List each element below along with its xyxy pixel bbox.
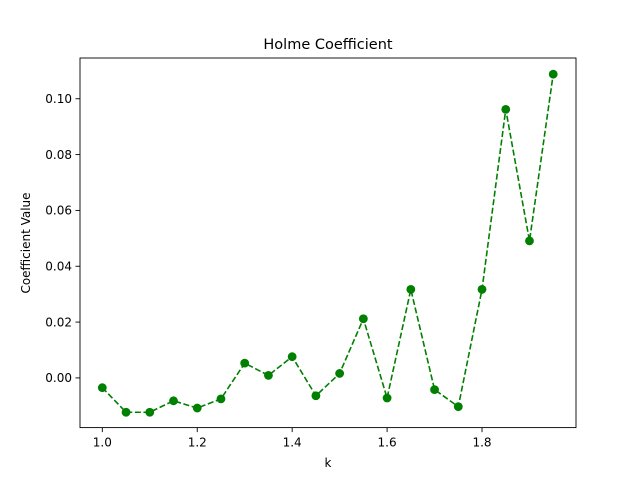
y-axis-title: Coefficient Value: [19, 192, 33, 293]
data-point: [287, 352, 297, 362]
data-point: [430, 385, 439, 395]
data-point: [264, 370, 273, 380]
plot-frame: [79, 57, 577, 429]
y-axis: 0.00 0.02 0.04 0.06 0.08 0.10: [45, 92, 80, 385]
data-point: [525, 236, 534, 246]
data-point: [335, 369, 345, 378]
x-axis-title: k: [325, 456, 332, 470]
data-point: [240, 358, 250, 368]
x-tick-label: 1.2: [188, 436, 207, 450]
data-point: [311, 391, 321, 401]
data-point: [97, 383, 107, 393]
x-tick-label: 1.6: [378, 436, 397, 450]
plot-area: [80, 58, 576, 428]
data-point: [192, 403, 202, 413]
x-tick-label: 1.4: [283, 436, 302, 450]
data-point: [358, 314, 368, 324]
data-point: [145, 407, 155, 417]
chart-title: Holme Coefficient: [263, 37, 393, 53]
y-tick-label: 0.06: [45, 204, 72, 218]
plot-background: [80, 58, 576, 428]
y-tick-label: 0.08: [45, 148, 72, 162]
y-tick-label: 0.04: [45, 260, 72, 274]
data-point: [169, 396, 178, 406]
y-tick-label: 0.00: [45, 371, 72, 385]
x-tick-label: 1.0: [93, 436, 112, 450]
data-point: [477, 285, 487, 294]
data-point: [501, 104, 511, 114]
data-point: [121, 407, 131, 417]
data-point: [453, 402, 463, 412]
y-tick-label: 0.02: [45, 315, 72, 329]
data-point: [406, 285, 416, 294]
y-tick-label: 0.10: [45, 92, 72, 106]
series-points: [97, 69, 558, 417]
data-point: [216, 394, 226, 404]
x-tick-label: 1.8: [472, 436, 491, 450]
x-axis: 1.0 1.2 1.4 1.6 1.8: [93, 427, 492, 450]
data-point: [382, 393, 392, 403]
data-point: [548, 69, 558, 79]
